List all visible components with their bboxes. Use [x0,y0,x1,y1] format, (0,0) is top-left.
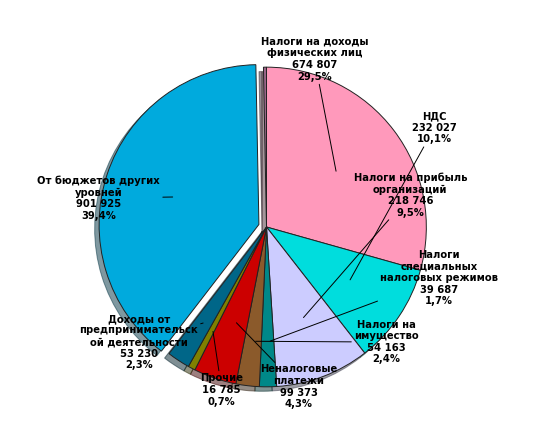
Wedge shape [263,67,266,227]
Wedge shape [169,227,266,367]
Text: Налоги на
имущество
54 163
2,4%: Налоги на имущество 54 163 2,4% [256,320,419,364]
Text: Налоги на прибыль
организаций
218 746
9,5%: Налоги на прибыль организаций 218 746 9,… [303,172,467,318]
Text: Налоги
специальных
налоговых режимов
39 687
1,7%: Налоги специальных налоговых режимов 39 … [270,250,498,341]
Text: Неналоговые
платежи
99 373
4,3%: Неналоговые платежи 99 373 4,3% [237,323,337,409]
Wedge shape [99,65,259,351]
Wedge shape [195,227,266,384]
Wedge shape [266,227,421,353]
Wedge shape [260,227,277,387]
Wedge shape [266,67,426,270]
Text: Прочие
16 785
0,7%: Прочие 16 785 0,7% [200,332,243,406]
Wedge shape [236,227,266,387]
Wedge shape [266,227,365,386]
Text: НДС
232 027
10,1%: НДС 232 027 10,1% [350,111,457,280]
Wedge shape [188,227,266,370]
Text: Налоги на доходы
физических лиц
674 807
29,5%: Налоги на доходы физических лиц 674 807 … [261,37,368,171]
Text: Доходы от
предпринимательск
ой деятельности
53 230
2,3%: Доходы от предпринимательск ой деятельно… [79,314,203,370]
Text: От бюджетов других
уровней
901 925
39,4%: От бюджетов других уровней 901 925 39,4% [37,176,173,221]
